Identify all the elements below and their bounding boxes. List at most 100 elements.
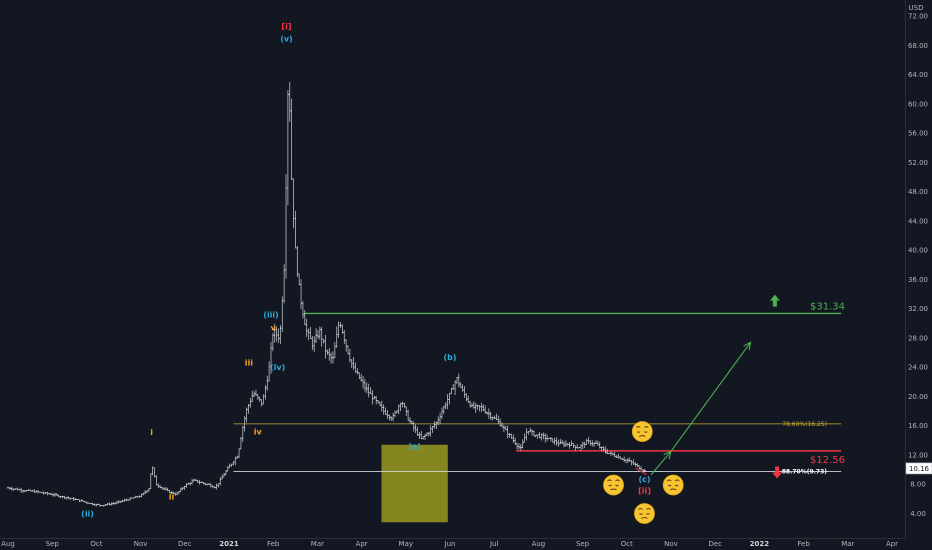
last-price-badge: 10.16 [905, 462, 932, 475]
y-tick-label: 44.00 [908, 217, 928, 225]
wave-label: (iii) [263, 310, 279, 319]
sad-face-brow [666, 479, 672, 482]
y-tick-label: 56.00 [908, 130, 928, 138]
sad-face-brow [635, 426, 641, 428]
demand-zone-layer [381, 444, 448, 523]
sad-face-head [634, 503, 655, 524]
level-label: $31.34 [810, 301, 845, 312]
x-tick-label: Sep [576, 540, 590, 548]
price-axis[interactable]: 72.00 68.00 64.00 60.00 56.00 52.00 48.00 44.00… [908, 13, 928, 519]
sad-face-brow [646, 508, 651, 510]
projection-arrowhead [663, 450, 672, 460]
x-tick-label: Oct [90, 540, 102, 548]
sad-face-brow [607, 479, 612, 482]
x-tick-label: Sep [46, 540, 60, 548]
wave-label: v [271, 324, 277, 333]
descent-line [635, 467, 647, 476]
y-tick-label: 16.00 [908, 422, 928, 430]
sad-face-icon [631, 421, 653, 442]
sad-face-mouth [669, 488, 677, 491]
x-tick-label: Apr [886, 540, 898, 548]
wave-label: (b) [443, 353, 456, 362]
x-tick-label: Dec [178, 540, 192, 548]
projection-layer [635, 294, 783, 479]
level-label: $12.56 [810, 455, 845, 466]
demand-zone-box [381, 444, 448, 523]
y-tick-label: 68.00 [908, 42, 928, 50]
last-price-value: 10.16 [909, 465, 930, 473]
x-tick-label: Nov [664, 540, 678, 548]
emoji-layer [603, 421, 684, 524]
sad-face-eye [636, 431, 641, 433]
wave-label: ii [169, 493, 175, 502]
sad-face-head [662, 474, 684, 496]
level-label: 88.70%(9.73) [782, 469, 828, 476]
x-tick-label: Feb [797, 540, 810, 548]
y-tick-label: 12.00 [908, 451, 928, 459]
sad-face-icon [634, 503, 655, 524]
sad-face-brow [643, 426, 649, 428]
sad-face-mouth [638, 435, 646, 437]
y-tick-label: 24.00 [908, 364, 928, 372]
x-tick-label: Jun [444, 540, 456, 548]
sad-face-eye [608, 484, 612, 487]
x-tick-label: Aug [1, 540, 15, 548]
y-tick-label: 48.00 [908, 188, 928, 196]
x-tick-label: Mar [311, 540, 324, 548]
x-tick-label: Jul [489, 540, 499, 548]
y-tick-label: 72.00 [908, 13, 928, 21]
price-levels-layer: $31.34 $12.56 78.60%(16.25) 88.70%(9.73) [233, 301, 845, 476]
y-tick-label: 28.00 [908, 334, 928, 342]
y-tick-label: 36.00 [908, 276, 928, 284]
x-tick-label: Aug [532, 540, 546, 548]
level-label: 78.60%(16.25) [782, 421, 827, 428]
projection-arrowhead [743, 341, 752, 351]
x-tick-label: Apr [356, 540, 368, 548]
x-tick-label: Mar [841, 540, 854, 548]
sad-face-mouth [610, 488, 617, 491]
wave-label: (v) [280, 35, 293, 44]
x-tick-label: Oct [621, 540, 633, 548]
wave-label: [i] [281, 22, 291, 31]
y-tick-label: 64.00 [908, 71, 928, 79]
time-axis[interactable]: Aug Sep Oct Nov Dec 2021 Feb Mar Apr May Jun Jul Aug… [1, 540, 898, 548]
y-tick-label: 52.00 [908, 159, 928, 167]
up-arrow-icon [769, 294, 780, 307]
ohlc-bar [643, 468, 647, 473]
wave-label: (c) [638, 475, 650, 484]
sad-face-icon [603, 474, 624, 496]
y-tick-label: 32.00 [908, 305, 928, 313]
x-tick-label: May [399, 540, 413, 548]
x-tick-label: Dec [708, 540, 722, 548]
x-tick-label: Nov [134, 540, 148, 548]
wave-label: (a) [408, 442, 421, 451]
sad-face-brow [638, 508, 643, 510]
wave-label: i [150, 428, 153, 437]
sad-face-head [631, 421, 653, 442]
sad-face-mouth [641, 517, 648, 519]
down-arrow-icon [772, 466, 783, 479]
sad-face-eye [615, 484, 619, 487]
wave-label: (ii) [81, 509, 94, 518]
y-tick-label: 8.00 [910, 481, 926, 489]
y-tick-label: 60.00 [908, 100, 928, 108]
sad-face-head [603, 474, 624, 496]
currency-label: USD [909, 4, 924, 12]
sad-face-eye [643, 431, 648, 433]
sad-face-brow [674, 479, 680, 482]
x-tick-label: 2022 [750, 540, 770, 548]
wave-label: (iv) [270, 363, 285, 372]
x-tick-label: 2021 [219, 540, 239, 548]
ohlc-bars-layer [6, 81, 647, 507]
wave-label: [ii] [638, 487, 651, 496]
y-tick-label: 40.00 [908, 247, 928, 255]
wave-label: iii [245, 359, 253, 368]
sad-face-brow [615, 479, 620, 482]
sad-face-eye [674, 484, 679, 487]
wave-label: iv [254, 427, 263, 436]
sad-face-eye [667, 484, 672, 487]
x-tick-label: Feb [267, 540, 280, 548]
